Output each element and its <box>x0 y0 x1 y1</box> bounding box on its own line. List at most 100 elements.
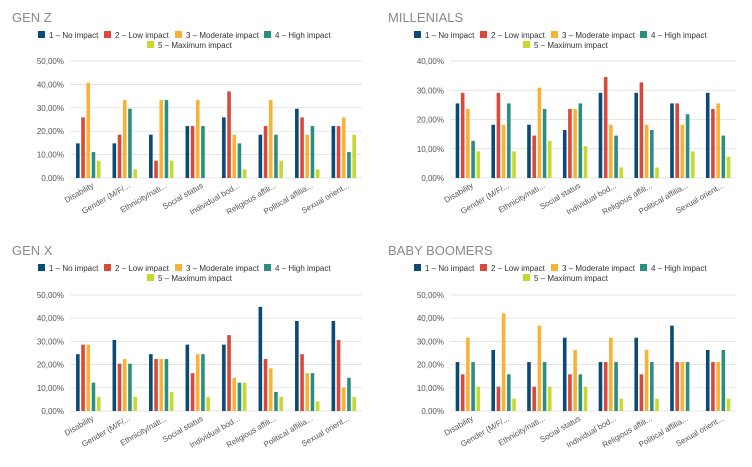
bar <box>476 386 481 411</box>
bar <box>705 349 710 411</box>
chart-title: BABY BOOMERS <box>388 243 493 258</box>
legend-label: 4 – High impact <box>651 31 707 40</box>
bar <box>644 349 649 411</box>
bar <box>491 349 496 411</box>
bar <box>711 108 715 178</box>
bar <box>222 344 226 411</box>
chart-panel-1: MILLENIALS 1 – No impact 2 – Low impact 3 –… <box>388 10 736 217</box>
bar <box>122 100 127 178</box>
legend-label: 1 – No impact <box>49 264 99 273</box>
bar <box>164 100 169 178</box>
bar <box>86 82 91 178</box>
bar <box>154 160 158 178</box>
bar <box>185 126 190 178</box>
legend-swatch <box>480 264 487 271</box>
bar <box>347 152 351 178</box>
legend-swatch <box>104 31 111 38</box>
bar <box>460 374 465 411</box>
bar <box>117 134 122 178</box>
legend-swatch <box>523 41 530 48</box>
bar <box>685 114 690 178</box>
bar <box>133 169 137 178</box>
legend-swatch <box>551 264 558 271</box>
bar <box>128 108 132 178</box>
bar <box>721 349 726 411</box>
bar <box>76 143 80 178</box>
bar <box>655 398 659 411</box>
bar <box>201 354 205 411</box>
legend-label: 5 – Maximum impact <box>534 41 609 50</box>
bar <box>164 359 169 411</box>
bar <box>609 124 613 178</box>
chart-title: GEN X <box>12 243 53 258</box>
bar <box>258 134 263 178</box>
bar <box>466 108 470 178</box>
bar <box>532 135 536 178</box>
bar <box>532 386 536 411</box>
legend-swatch <box>38 31 45 38</box>
y-tick-label: 0,00% <box>41 174 64 183</box>
bar <box>159 359 164 411</box>
y-tick-label: 0,00% <box>41 407 64 416</box>
bar <box>562 130 567 178</box>
y-tick-label: 20,00% <box>417 361 444 370</box>
bar <box>237 143 242 178</box>
legend-label: 1 – No impact <box>425 264 475 273</box>
legend-label: 1 – No impact <box>49 31 99 40</box>
bar <box>634 92 639 178</box>
legend-swatch <box>104 264 111 271</box>
bar <box>634 337 639 411</box>
bar <box>295 320 299 411</box>
y-tick-label: 30,00% <box>37 104 64 113</box>
bar <box>242 169 247 178</box>
bar <box>128 363 132 411</box>
bar <box>232 134 237 178</box>
bar <box>310 373 315 411</box>
y-tick-label: 40,00% <box>417 314 444 323</box>
bar <box>206 396 210 411</box>
legend-label: 4 – High impact <box>275 264 331 273</box>
chart-panel-3: BABY BOOMERS 1 – No impact 2 – Low impact 3… <box>388 243 736 450</box>
bar <box>300 117 304 178</box>
bar <box>542 108 547 178</box>
y-tick-label: 50,00% <box>37 57 64 66</box>
bar <box>190 373 195 411</box>
bar <box>716 103 720 178</box>
bar <box>726 398 731 411</box>
legend-label: 4 – High impact <box>651 264 707 273</box>
legend-swatch <box>480 31 487 38</box>
legend-label: 2 – Low impact <box>115 31 170 40</box>
legend-swatch <box>147 41 154 48</box>
y-tick-label: 30,00% <box>417 86 444 95</box>
bar <box>547 140 552 178</box>
bar <box>573 349 577 411</box>
bar <box>274 134 278 178</box>
legend-swatch <box>264 264 271 271</box>
y-tick-label: 20,00% <box>417 116 444 125</box>
bar <box>305 134 310 178</box>
y-tick-label: 50,00% <box>417 291 444 300</box>
bar <box>149 354 153 411</box>
bar <box>685 362 690 411</box>
bar <box>705 92 710 178</box>
legend-label: 5 – Maximum impact <box>534 274 609 283</box>
bar <box>466 337 470 411</box>
legend-label: 4 – High impact <box>275 31 331 40</box>
bar <box>91 382 96 411</box>
bar <box>675 103 679 178</box>
bar <box>242 382 247 411</box>
bar <box>460 92 465 178</box>
bar <box>279 396 283 411</box>
bar <box>455 362 460 411</box>
y-tick-label: 10,00% <box>37 384 64 393</box>
bar <box>86 344 91 411</box>
bar <box>512 398 516 411</box>
bar <box>310 126 315 178</box>
bar <box>583 146 588 178</box>
bar <box>501 313 506 411</box>
legend-swatch <box>414 31 421 38</box>
bar <box>331 126 336 178</box>
bar <box>619 167 624 178</box>
bar <box>537 325 542 411</box>
